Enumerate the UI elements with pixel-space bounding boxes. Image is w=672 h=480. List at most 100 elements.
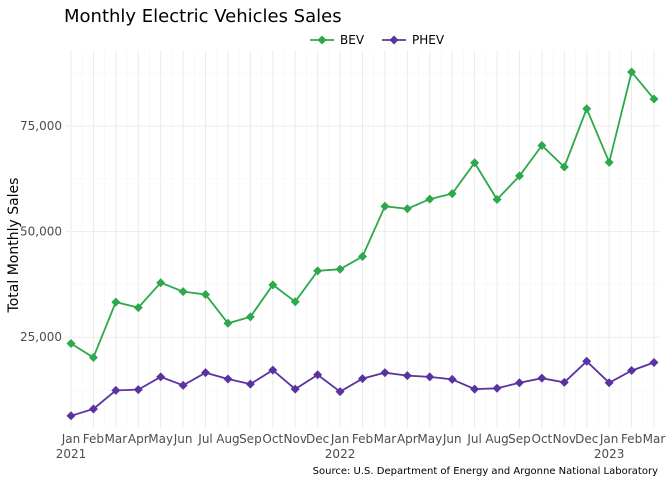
- x-tick-label: Feb: [83, 432, 104, 446]
- y-tick-label: 50,000: [20, 225, 62, 239]
- data-point-phev: [133, 385, 143, 395]
- x-tick-label: May: [417, 432, 442, 446]
- data-point-phev: [537, 373, 547, 383]
- data-point-bev: [133, 303, 143, 313]
- data-point-bev: [604, 157, 614, 167]
- x-tick-label: Aug: [216, 432, 239, 446]
- x-tick-label: Jun: [442, 432, 462, 446]
- data-point-bev: [88, 352, 98, 362]
- data-point-phev: [380, 368, 390, 378]
- data-point-bev: [470, 158, 480, 168]
- data-point-bev: [358, 252, 367, 262]
- data-point-phev: [559, 377, 569, 387]
- x-tick-label: Jun: [173, 432, 193, 446]
- x-tick-label: Dec: [306, 432, 329, 446]
- data-point-phev: [514, 378, 524, 388]
- x-tick-label: Oct: [262, 432, 283, 446]
- data-point-bev: [582, 104, 592, 114]
- x-tick-label: Dec: [575, 432, 598, 446]
- data-point-phev: [245, 379, 255, 389]
- x-tick-label: Mar: [374, 432, 397, 446]
- data-point-phev: [492, 383, 502, 393]
- legend-label: PHEV: [412, 33, 445, 47]
- legend-label: BEV: [340, 33, 365, 47]
- data-point-bev: [66, 339, 76, 349]
- data-point-phev: [425, 372, 435, 382]
- data-point-phev: [111, 385, 121, 395]
- data-point-bev: [425, 194, 435, 204]
- series-phev: [66, 356, 659, 421]
- data-point-phev: [66, 411, 76, 421]
- data-point-phev: [627, 366, 637, 376]
- legend-item-phev: PHEV: [382, 33, 445, 47]
- x-tick-label: Sep: [239, 432, 262, 446]
- y-tick-label: 75,000: [20, 119, 62, 133]
- caption: Source: U.S. Department of Energy and Ar…: [313, 466, 658, 477]
- data-point-bev: [156, 278, 166, 288]
- data-point-phev: [358, 374, 367, 384]
- x-tick-label: Apr: [397, 432, 418, 446]
- data-point-phev: [582, 356, 592, 366]
- data-point-bev: [223, 318, 233, 328]
- data-point-bev: [268, 280, 278, 290]
- data-point-bev: [649, 94, 659, 104]
- data-point-phev: [313, 370, 323, 380]
- series-bev: [66, 67, 659, 362]
- data-point-phev: [268, 365, 278, 375]
- x-year-label: 2022: [325, 447, 356, 461]
- data-point-phev: [156, 372, 166, 382]
- y-axis: 25,000 50,000 75,000: [20, 119, 62, 344]
- data-point-bev: [514, 171, 524, 181]
- data-point-bev: [178, 287, 188, 297]
- data-point-phev: [649, 358, 659, 368]
- data-point-bev: [492, 195, 502, 205]
- data-point-bev: [290, 297, 300, 307]
- x-tick-label: May: [148, 432, 173, 446]
- legend-key-marker: [317, 35, 327, 45]
- data-point-phev: [201, 368, 211, 378]
- data-point-phev: [290, 384, 300, 394]
- data-point-phev: [470, 384, 480, 394]
- x-tick-label: Jul: [466, 432, 481, 446]
- data-point-phev: [447, 374, 457, 384]
- x-tick-label: Oct: [532, 432, 553, 446]
- x-tick-label: Jul: [197, 432, 212, 446]
- data-point-bev: [380, 201, 390, 211]
- data-point-phev: [88, 404, 98, 414]
- x-axis: Jan Feb Mar Apr May Jun Jul Aug Sep Oct Nov Dec Jan F…: [56, 432, 666, 461]
- grid: [66, 50, 660, 428]
- chart-title: Monthly Electric Vehicles Sales: [64, 6, 342, 27]
- data-point-phev: [223, 374, 233, 384]
- x-tick-label: Feb: [621, 432, 642, 446]
- legend: BEV PHEV: [310, 33, 445, 47]
- data-point-bev: [245, 312, 255, 322]
- y-tick-label: 25,000: [20, 330, 62, 344]
- data-point-bev: [111, 297, 121, 307]
- data-point-bev: [335, 264, 345, 274]
- x-tick-label: Mar: [105, 432, 128, 446]
- series-layer: [66, 67, 659, 421]
- legend-key-marker: [389, 35, 399, 45]
- x-tick-label: Aug: [485, 432, 508, 446]
- x-tick-label: Mar: [643, 432, 666, 446]
- x-tick-label: Jan: [61, 432, 81, 446]
- x-tick-label: Jan: [599, 432, 619, 446]
- x-tick-label: Jan: [330, 432, 350, 446]
- legend-item-bev: BEV: [310, 33, 365, 47]
- data-point-bev: [627, 67, 637, 77]
- data-point-phev: [604, 378, 614, 388]
- x-year-label: 2021: [56, 447, 87, 461]
- data-point-bev: [447, 189, 457, 199]
- x-tick-label: Nov: [284, 432, 307, 446]
- data-point-bev: [402, 204, 412, 214]
- data-point-bev: [201, 290, 211, 300]
- data-point-phev: [402, 371, 412, 381]
- data-point-bev: [313, 266, 323, 276]
- x-tick-label: Feb: [352, 432, 373, 446]
- data-point-phev: [178, 380, 188, 390]
- data-point-bev: [559, 162, 569, 172]
- x-tick-label: Apr: [128, 432, 149, 446]
- x-tick-label: Sep: [508, 432, 531, 446]
- x-year-label: 2023: [594, 447, 625, 461]
